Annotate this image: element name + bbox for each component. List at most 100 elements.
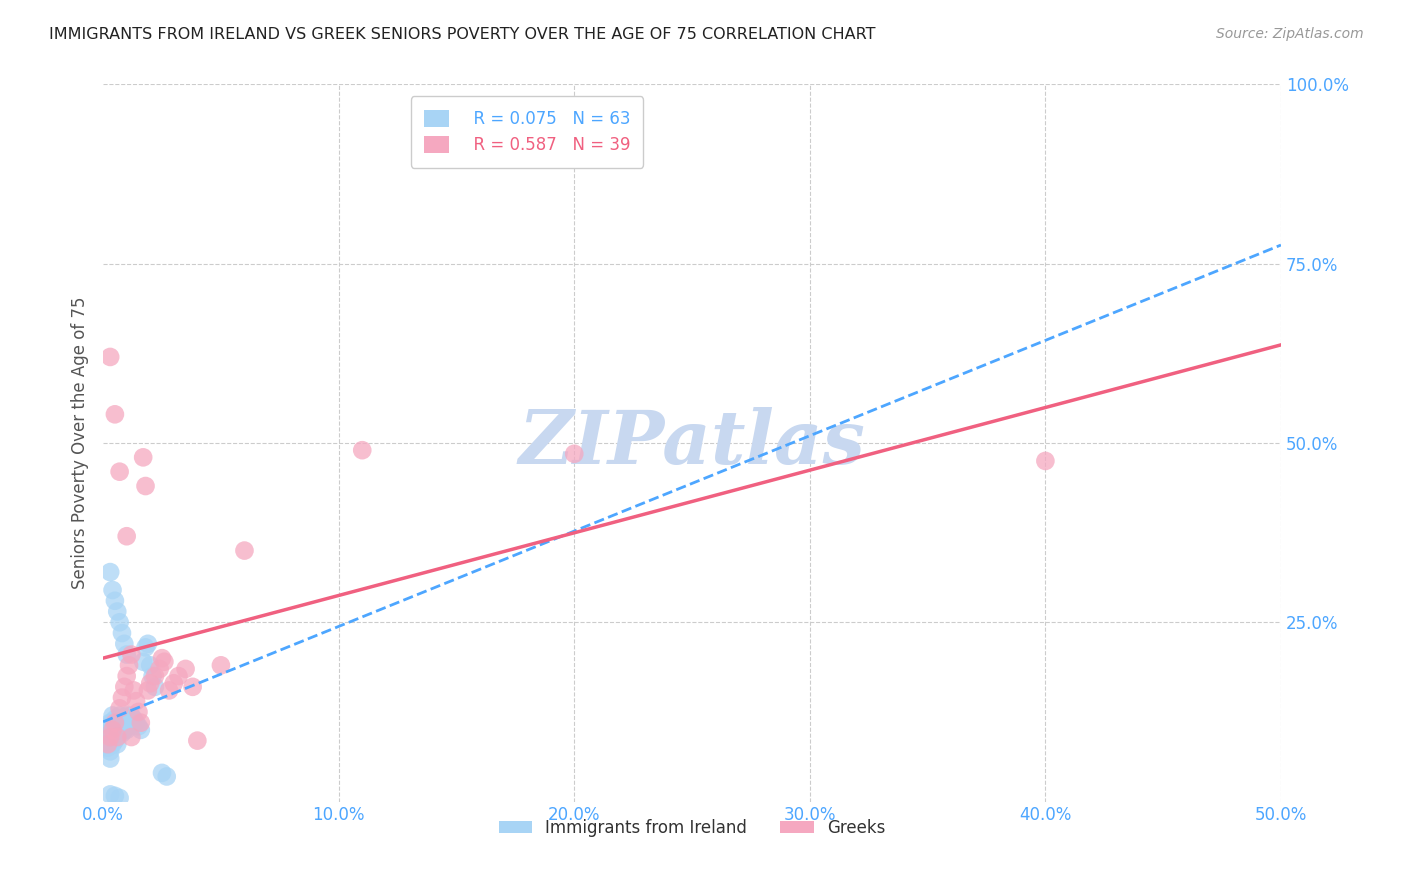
Point [104, 594, 127, 608]
Point [97, 719, 120, 733]
Point [98, 744, 121, 758]
Point [139, 676, 162, 690]
Y-axis label: Seniors Poverty Over the Age of 75: Seniors Poverty Over the Age of 75 [72, 297, 89, 590]
Point [104, 789, 127, 803]
Point [105, 730, 128, 744]
Point [115, 669, 138, 683]
Point [136, 683, 159, 698]
Point [98, 723, 121, 737]
Point [125, 715, 148, 730]
Point [97, 726, 120, 740]
Point [98, 730, 121, 744]
Point [98, 737, 121, 751]
Point [108, 791, 131, 805]
Point [135, 479, 157, 493]
Point [129, 715, 152, 730]
Point [127, 705, 149, 719]
Point [101, 582, 124, 597]
Point [132, 655, 155, 669]
Point [125, 694, 148, 708]
Point [97, 740, 120, 755]
Point [209, 658, 232, 673]
Point [122, 683, 145, 698]
Point [149, 662, 172, 676]
Point [104, 733, 127, 747]
Legend: Immigrants from Ireland, Greeks: Immigrants from Ireland, Greeks [492, 812, 893, 844]
Text: ZIPatlas: ZIPatlas [519, 407, 866, 479]
Point [142, 669, 165, 683]
Point [122, 712, 145, 726]
Point [101, 723, 124, 737]
Point [97, 733, 120, 747]
Point [120, 715, 142, 730]
Point [98, 788, 121, 802]
Point [115, 708, 138, 723]
Point [120, 730, 142, 744]
Point [111, 712, 134, 726]
Point [101, 715, 124, 730]
Point [108, 615, 131, 630]
Point [105, 715, 128, 730]
Point [118, 719, 141, 733]
Point [111, 726, 134, 740]
Point [112, 715, 135, 730]
Point [108, 715, 131, 730]
Point [115, 529, 138, 543]
Point [118, 712, 141, 726]
Point [101, 737, 124, 751]
Point [174, 662, 197, 676]
Point [105, 605, 128, 619]
Point [135, 640, 157, 655]
Point [105, 737, 128, 751]
Point [186, 733, 208, 747]
Point [104, 719, 127, 733]
Point [111, 719, 134, 733]
Point [101, 708, 124, 723]
Point [153, 655, 176, 669]
Point [112, 637, 135, 651]
Point [562, 447, 585, 461]
Point [104, 726, 127, 740]
Point [181, 680, 204, 694]
Point [98, 350, 121, 364]
Text: Source: ZipAtlas.com: Source: ZipAtlas.com [1216, 27, 1364, 41]
Point [98, 751, 121, 765]
Point [115, 723, 138, 737]
Point [233, 543, 256, 558]
Point [104, 712, 127, 726]
Point [139, 658, 162, 673]
Point [163, 676, 186, 690]
Point [115, 648, 138, 662]
Point [104, 715, 127, 730]
Point [105, 723, 128, 737]
Point [98, 730, 121, 744]
Point [108, 465, 131, 479]
Point [94, 737, 117, 751]
Point [101, 723, 124, 737]
Point [150, 651, 173, 665]
Point [94, 730, 117, 744]
Point [136, 637, 159, 651]
Point [101, 730, 124, 744]
Point [98, 565, 121, 579]
Point [120, 708, 142, 723]
Point [143, 680, 166, 694]
Point [150, 765, 173, 780]
Point [352, 443, 374, 458]
Point [157, 683, 180, 698]
Point [118, 658, 141, 673]
Point [143, 669, 166, 683]
Point [105, 730, 128, 744]
Point [98, 715, 121, 730]
Point [120, 648, 142, 662]
Point [115, 715, 138, 730]
Text: IMMIGRANTS FROM IRELAND VS GREEK SENIORS POVERTY OVER THE AGE OF 75 CORRELATION : IMMIGRANTS FROM IRELAND VS GREEK SENIORS… [49, 27, 876, 42]
Point [111, 690, 134, 705]
Point [108, 708, 131, 723]
Point [108, 723, 131, 737]
Point [127, 719, 149, 733]
Point [97, 737, 120, 751]
Point [112, 680, 135, 694]
Point [156, 769, 179, 783]
Point [132, 450, 155, 465]
